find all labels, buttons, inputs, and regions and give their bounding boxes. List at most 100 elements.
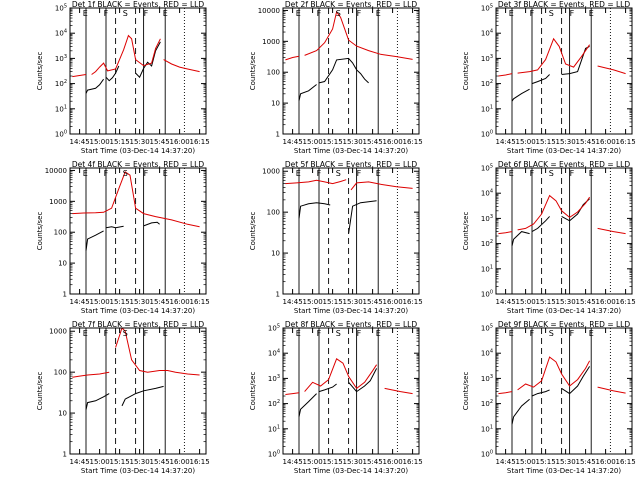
series-line-lld — [304, 10, 413, 60]
y-tick-label: 10 — [58, 410, 67, 418]
y-tick-label: 103 — [481, 54, 493, 63]
series-line-lld — [304, 358, 378, 392]
x-tick-label: 14:45 — [70, 138, 90, 146]
x-tick-label: 15:15 — [110, 458, 130, 466]
series-line-lld — [350, 181, 413, 191]
x-axis-label: Start Time (03-Dec-14 14:37:20) — [294, 467, 408, 475]
segment-letter: S — [123, 169, 128, 178]
x-tick-label: 15:30 — [556, 138, 576, 146]
y-tick-label: 104 — [481, 29, 493, 38]
series-line-events — [511, 398, 530, 425]
x-axis-label: Start Time (03-Dec-14 14:37:20) — [81, 307, 195, 315]
x-tick-label: 15:45 — [576, 138, 596, 146]
x-tick-label: 15:45 — [150, 458, 170, 466]
segment-letter: S — [123, 9, 128, 18]
plot-area — [72, 168, 200, 294]
segment-letter: F — [144, 329, 149, 338]
x-tick-label: 15:00 — [303, 138, 323, 146]
segment-letter: E — [589, 329, 594, 338]
series-line-events — [298, 393, 317, 417]
plot-frame — [495, 167, 633, 295]
x-tick-label: 15:45 — [363, 458, 383, 466]
segment-letter: E — [163, 9, 168, 18]
segment-letter: E — [83, 329, 88, 338]
y-tick-label: 105 — [268, 324, 280, 333]
y-tick-label: 101 — [55, 104, 67, 113]
segment-letter: F — [570, 329, 575, 338]
series-line-lld — [517, 356, 591, 391]
series-line-events — [318, 383, 337, 393]
series-line-lld — [285, 179, 347, 185]
x-tick-label: 16:00 — [170, 458, 190, 466]
segment-letter: F — [144, 169, 149, 178]
segment-letter: S — [549, 169, 554, 178]
y-tick-label: 105 — [481, 324, 493, 333]
x-axis-label: Start Time (03-Dec-14 14:37:20) — [507, 147, 621, 155]
series-line-events — [105, 225, 124, 229]
x-tick-label: 15:45 — [363, 138, 383, 146]
x-axis-label: Start Time (03-Dec-14 14:37:20) — [294, 147, 408, 155]
plot-frame — [282, 7, 420, 135]
y-tick-label: 105 — [481, 4, 493, 13]
y-axis-label: Counts/sec — [462, 212, 470, 251]
y-tick-label: 10 — [58, 260, 67, 268]
y-tick-label: 103 — [481, 374, 493, 383]
segment-letter: E — [83, 9, 88, 18]
plot-frame — [495, 327, 633, 455]
series-line-lld — [72, 74, 87, 78]
y-tick-label: 101 — [481, 424, 493, 433]
y-tick-label: 1 — [63, 451, 67, 459]
chart-title: Det 2f BLACK = Events, RED = LLD — [285, 0, 418, 9]
segment-letter: F — [317, 169, 322, 178]
x-tick-label: 14:45 — [70, 298, 90, 306]
y-tick-label: 100 — [54, 229, 67, 237]
plot-frame — [69, 7, 207, 135]
plot-frame — [69, 167, 207, 295]
x-tick-label: 15:15 — [323, 138, 343, 146]
chart-title: Det 4f BLACK = Events, RED = LLD — [72, 160, 205, 169]
segment-letter: E — [296, 9, 301, 18]
x-tick-label: 16:00 — [383, 458, 403, 466]
y-tick-label: 104 — [268, 349, 280, 358]
series-line-lld — [285, 55, 300, 61]
series-line-events — [135, 41, 161, 79]
y-axis-label: Counts/sec — [36, 372, 44, 411]
x-axis-label: Start Time (03-Dec-14 14:37:20) — [294, 307, 408, 315]
x-tick-label: 15:00 — [90, 298, 110, 306]
x-tick-label: 15:30 — [130, 138, 150, 146]
series-line-lld — [597, 65, 626, 75]
y-tick-label: 10 — [271, 100, 280, 108]
series-line-events — [85, 78, 105, 94]
y-axis-label: Counts/sec — [36, 212, 44, 251]
segment-letter: S — [336, 9, 341, 18]
x-tick-label: 15:15 — [323, 298, 343, 306]
segment-letter: F — [530, 169, 535, 178]
y-axis-label: Counts/sec — [462, 52, 470, 91]
chart-title: Det 3f BLACK = Events, RED = LLD — [498, 0, 631, 9]
segment-letter: S — [336, 329, 341, 338]
series-line-events — [105, 65, 120, 82]
plot-frame — [282, 167, 420, 295]
chart-title: Det 5f BLACK = Events, RED = LLD — [285, 160, 418, 169]
segment-letter: F — [317, 9, 322, 18]
y-tick-label: 1000 — [262, 38, 280, 46]
series-line-events — [348, 368, 378, 393]
x-tick-label: 15:15 — [536, 458, 556, 466]
x-tick-label: 15:30 — [343, 458, 363, 466]
series-line-lld — [115, 328, 200, 376]
segment-letter: E — [589, 9, 594, 18]
y-tick-label: 102 — [55, 79, 67, 88]
chart-title: Det 9f BLACK = Events, RED = LLD — [498, 320, 631, 329]
y-tick-label: 100 — [268, 450, 280, 459]
y-tick-label: 104 — [481, 189, 493, 198]
y-tick-label: 100 — [54, 369, 67, 377]
x-tick-label: 14:45 — [283, 458, 303, 466]
y-axis-label: Counts/sec — [36, 52, 44, 91]
series-line-lld — [384, 387, 413, 395]
segment-letter: E — [376, 329, 381, 338]
